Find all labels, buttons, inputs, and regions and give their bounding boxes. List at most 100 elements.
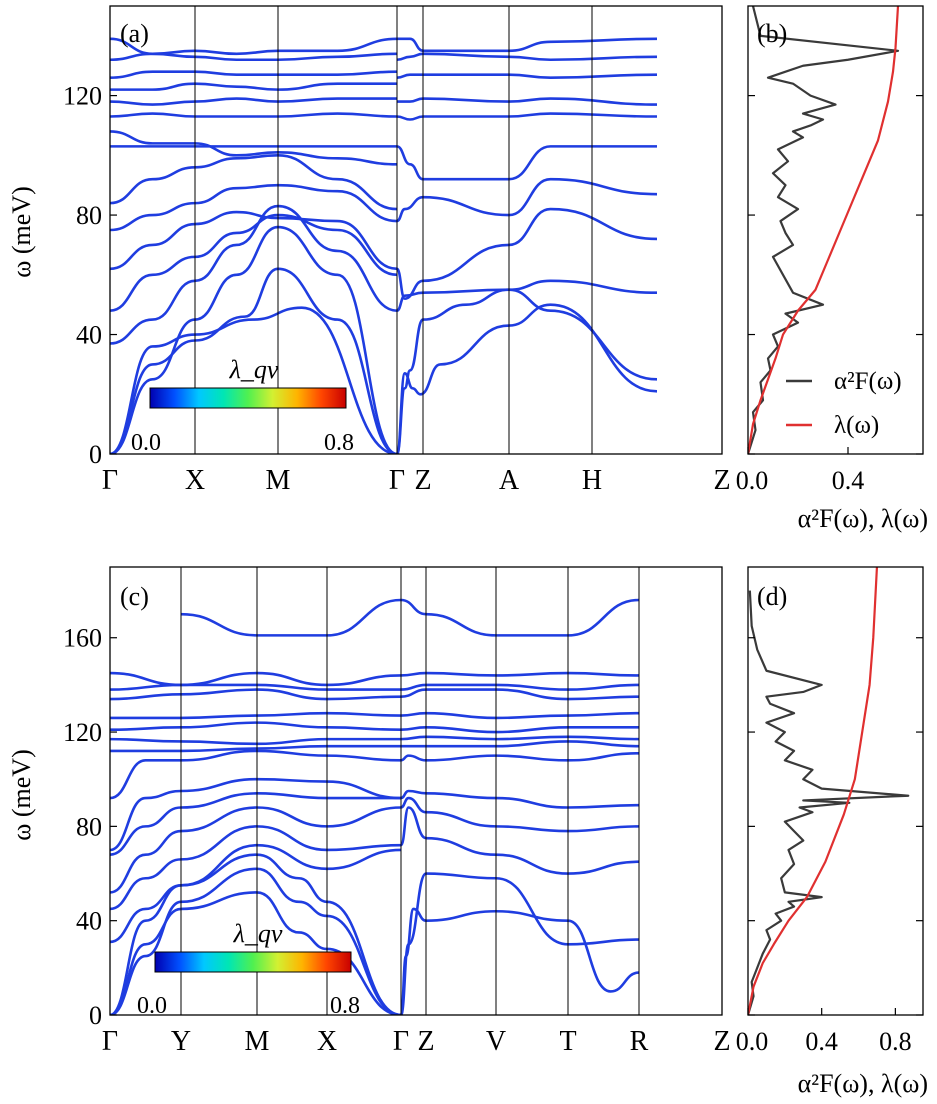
x-tick-label: M [245, 1026, 270, 1057]
x-tick-label: Z [713, 465, 730, 496]
phonon-branch [110, 711, 402, 720]
panel-b-curves [748, 6, 900, 454]
x-tick-label: Z [417, 1026, 434, 1057]
phonon-branch [110, 267, 398, 454]
panel-c-symmetry-lines [180, 567, 640, 1015]
x-tick-label: X [317, 1026, 337, 1057]
legend-a2f-label: α²F(ω) [834, 368, 902, 395]
phonon-branch [399, 872, 640, 1015]
x-tick-label: M [266, 465, 291, 496]
panel-d-xlabel: α²F(ω), λ(ω) [798, 1069, 928, 1098]
x-tick-label: Γ [102, 1026, 118, 1057]
phonon-branch [396, 112, 658, 121]
panel-a-y-ticks: 0 40 80 120 [63, 82, 117, 469]
x-tick-label: X [185, 465, 205, 496]
phonon-branch [110, 210, 398, 271]
phonon-branch [399, 907, 640, 1015]
panel-c-colorbar: λ_qν 0.0 0.8 [137, 919, 360, 1019]
phonon-branch [110, 213, 398, 312]
phonon-branch [400, 796, 640, 833]
phonon-branch [400, 726, 639, 734]
panel-a-symmetry-lines [194, 6, 593, 454]
phonon-branch [110, 37, 398, 56]
phonon-branch [110, 70, 398, 79]
colorbar-title: λ_qν [229, 355, 279, 384]
phonon-branch [110, 749, 402, 800]
phonon-branch [180, 598, 402, 637]
colorbar-gradient [149, 387, 347, 409]
panel-b-ticks: 0.0 0.4 [736, 94, 923, 495]
x-tick-label: Γ [389, 465, 405, 496]
y-tick-label: 80 [76, 201, 102, 230]
panel-a-bands [110, 37, 658, 454]
phonon-branch [395, 288, 658, 454]
series-line [748, 567, 879, 1015]
panel-c-frame [109, 566, 723, 1016]
panel-a-frame [109, 5, 723, 455]
phonon-branch [110, 806, 402, 894]
panel-c-ylabel: ω (meV) [7, 749, 36, 840]
phonon-branch [110, 130, 398, 166]
legend-lambda-label: λ(ω) [834, 412, 879, 439]
phonon-branch [400, 740, 640, 748]
y-tick-label: 40 [76, 321, 102, 350]
panel-d-spectral-function: 0.0 0.4 0.8 (d) α²F(ω), λ(ω) [736, 566, 928, 1098]
phonon-branch [110, 82, 397, 91]
phonon-branch [110, 112, 398, 118]
panel-a-ylabel: ω (meV) [7, 186, 36, 277]
y-tick-label: 0 [89, 1001, 102, 1030]
x-tick-label: T [559, 1026, 576, 1057]
x-tick-label: Γ [393, 1026, 409, 1057]
panel-b-xlabel: α²F(ω), λ(ω) [798, 504, 928, 533]
phonon-branch [110, 183, 398, 232]
x-tick-label: Z [414, 465, 431, 496]
phonon-branch [395, 303, 658, 454]
y-tick-label: 80 [76, 812, 102, 841]
y-tick-label: 160 [63, 624, 102, 653]
x-tick-label: 0.0 [736, 1027, 769, 1056]
colorbar-min-label-c: 0.0 [137, 993, 167, 1019]
phonon-branch [397, 97, 658, 106]
panel-b-frame [747, 5, 924, 455]
phonon-branch [400, 711, 640, 720]
phonon-branch [400, 789, 640, 809]
panel-c-label: (c) [120, 582, 149, 611]
panel-a-label: (a) [120, 19, 149, 48]
y-tick-label: 120 [63, 718, 102, 747]
x-tick-label: 0.4 [832, 466, 865, 495]
phonon-branch [400, 688, 640, 701]
phonon-branch [110, 204, 398, 345]
colorbar-gradient-c [154, 951, 352, 973]
colorbar-max-label-c: 0.8 [330, 993, 360, 1019]
x-tick-label: V [486, 1026, 506, 1057]
y-tick-label: 120 [63, 82, 102, 111]
panel-b-legend: α²F(ω) λ(ω) [786, 368, 902, 439]
phonon-branch [110, 843, 402, 944]
phonon-branch [110, 97, 397, 106]
x-tick-label: A [499, 465, 520, 496]
panel-d-curves [748, 567, 910, 1015]
phonon-branch [400, 598, 640, 637]
x-tick-label: R [630, 1026, 649, 1057]
phonon-branch [110, 225, 398, 454]
phonon-branch [397, 37, 658, 53]
x-tick-label: 0.4 [805, 1027, 838, 1056]
phonon-branch [396, 52, 658, 62]
phonon-branch [110, 737, 401, 746]
panel-b-label: (b) [757, 19, 787, 48]
colorbar-title-c: λ_qν [233, 919, 283, 948]
x-tick-label: 0.8 [879, 1027, 912, 1056]
panel-d-label: (d) [757, 582, 787, 611]
phonon-branch [400, 671, 640, 677]
phonon-branch [396, 73, 658, 79]
phonon-branch [110, 154, 398, 211]
x-tick-label: Z [713, 1026, 730, 1057]
series-line [748, 590, 910, 1015]
series-line [748, 6, 900, 454]
x-tick-label: 0.0 [736, 466, 769, 495]
phonon-branch [396, 177, 658, 223]
